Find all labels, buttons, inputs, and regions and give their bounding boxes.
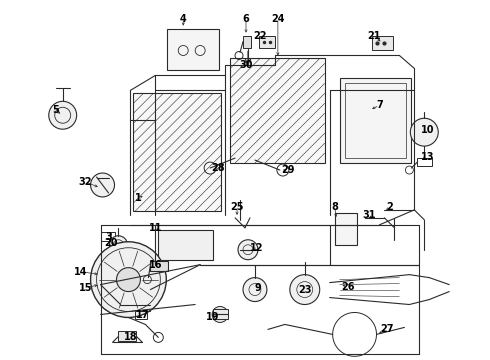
Circle shape [49, 101, 76, 129]
Text: 3: 3 [105, 232, 112, 242]
Text: 15: 15 [79, 283, 93, 293]
Text: 16: 16 [148, 260, 162, 270]
Bar [371, 36, 393, 50]
Text: 27: 27 [381, 324, 394, 334]
Text: 1: 1 [135, 193, 142, 203]
Text: 18: 18 [123, 332, 137, 342]
Bar [230, 58, 325, 163]
Text: 17: 17 [136, 310, 149, 320]
Bar [340, 78, 412, 163]
Bar [167, 28, 219, 71]
Circle shape [117, 268, 141, 292]
Text: 31: 31 [363, 210, 376, 220]
Bar [135, 311, 147, 319]
Text: 14: 14 [74, 267, 87, 276]
Bar [259, 36, 275, 48]
Text: 23: 23 [298, 284, 312, 294]
Text: 30: 30 [239, 60, 253, 71]
Circle shape [110, 236, 127, 254]
Text: 2: 2 [386, 202, 393, 212]
Bar [243, 36, 251, 48]
Bar [417, 158, 432, 166]
Bar [158, 230, 213, 260]
Bar [133, 93, 221, 211]
Text: 6: 6 [243, 14, 249, 24]
Text: 26: 26 [341, 282, 354, 292]
Circle shape [243, 278, 267, 302]
Text: 28: 28 [211, 163, 225, 173]
Circle shape [91, 242, 166, 318]
Text: 19: 19 [206, 312, 220, 323]
Circle shape [212, 306, 228, 323]
Text: 8: 8 [331, 202, 338, 212]
Text: 24: 24 [271, 14, 285, 24]
Bar [119, 332, 136, 341]
Circle shape [91, 173, 115, 197]
Text: 9: 9 [255, 283, 261, 293]
Text: 5: 5 [52, 105, 59, 115]
Circle shape [238, 240, 258, 260]
Bar [150, 261, 168, 271]
Text: 7: 7 [376, 100, 383, 110]
Text: 29: 29 [281, 165, 294, 175]
Text: 21: 21 [368, 31, 381, 41]
Text: 12: 12 [250, 243, 264, 253]
Text: 32: 32 [79, 177, 93, 187]
Text: 13: 13 [420, 152, 434, 162]
Text: 10: 10 [420, 125, 434, 135]
Text: 22: 22 [253, 31, 267, 41]
Bar [100, 232, 115, 241]
Text: 25: 25 [230, 202, 244, 212]
Circle shape [290, 275, 319, 305]
Bar [213, 310, 228, 319]
Circle shape [410, 118, 438, 146]
Text: 4: 4 [180, 14, 187, 24]
Text: 11: 11 [148, 223, 162, 233]
Bar [335, 213, 357, 245]
Text: 20: 20 [104, 238, 117, 248]
Bar [344, 84, 406, 158]
